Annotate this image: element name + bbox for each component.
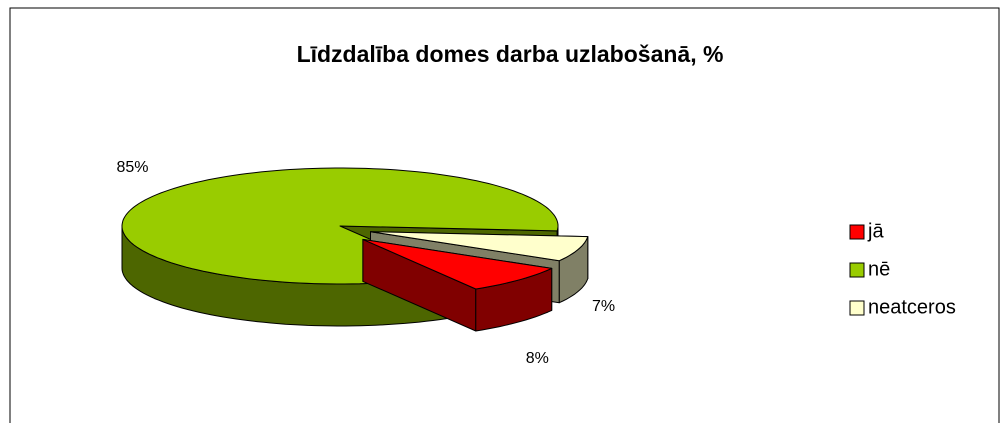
data-label: 85%	[116, 159, 148, 176]
legend-swatch	[849, 262, 865, 278]
chart-title: Līdzdalība domes darba uzlabošanā, %	[297, 41, 724, 67]
slice	[370, 231, 589, 262]
legend-swatch	[849, 224, 865, 240]
legend-label: jā	[867, 220, 884, 242]
slice	[362, 238, 553, 290]
data-label: 8%	[526, 350, 549, 367]
legend-swatch	[849, 300, 865, 316]
legend-label: nē	[868, 258, 890, 280]
slice	[121, 167, 559, 285]
legend-label: neatceros	[868, 296, 956, 318]
data-label: 7%	[592, 298, 615, 315]
